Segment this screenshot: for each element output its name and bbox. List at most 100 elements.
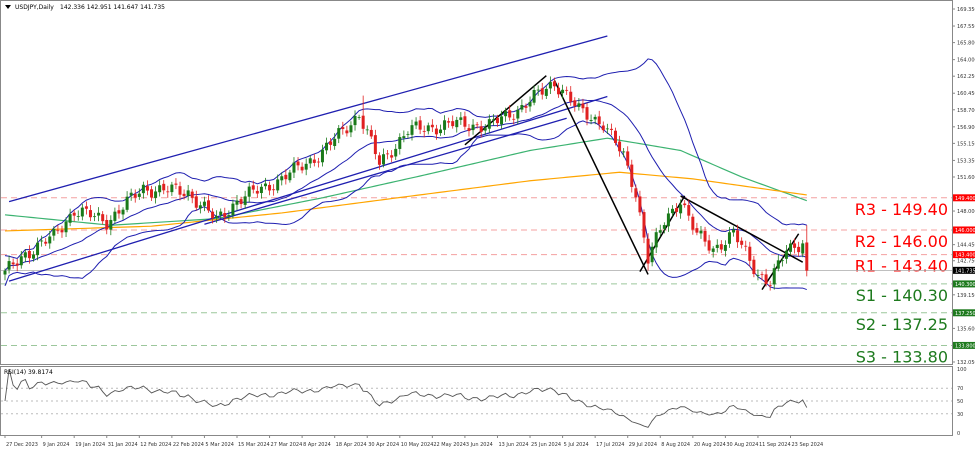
candle-body [699,230,703,234]
candle-body [109,219,113,230]
level-price-tag [953,341,975,349]
bollinger-upper [4,58,807,260]
candle-body [316,161,320,163]
candle-body [158,185,162,193]
y-tick-label: 142.750 [957,259,975,265]
candle-body [239,199,243,205]
candle-body [508,110,512,118]
candle-body [72,212,76,216]
y-tick-label: 135.600 [957,326,975,332]
candle-body [325,142,329,151]
x-tick-label: 25 Jun 2024 [531,442,561,448]
y-tick-label: 162.250 [957,74,975,80]
candle-body [410,125,414,135]
candle-body [650,246,654,263]
candle-body [609,128,613,130]
candle-body [727,232,731,244]
candle-body [377,155,381,165]
candle-body [288,172,292,181]
candle-body [438,129,442,134]
candle-body [703,231,707,242]
candle-body [357,117,361,118]
candle-body [231,203,235,216]
candle-body [760,274,764,276]
candle-body [626,151,630,166]
level-price-tag [953,280,975,288]
candle-body [736,230,740,243]
candle-body [536,89,540,91]
channel-line [8,95,608,282]
candle-body [455,119,459,128]
candle-body [707,240,711,251]
x-tick-label: 10 May 2024 [401,442,434,448]
candle-body [125,196,129,210]
candle-body [670,208,674,214]
candle-body [3,270,7,275]
candle-body [467,128,471,131]
candle-body [679,204,683,214]
channel-line [8,35,608,203]
candle-body [40,240,44,242]
candle-body [361,115,365,129]
bollinger-middle [4,99,807,272]
candle-body [207,200,210,211]
candle-body [174,183,178,185]
rsi-tick-label: 0 [957,431,960,437]
candle-body [618,141,622,152]
candle-body [80,207,84,217]
candle-body [634,188,638,198]
candle-body [451,121,455,127]
candle-body [373,135,377,155]
candle-body [202,201,206,206]
candle-body [292,162,296,173]
candle-body [312,159,316,163]
level-label: R1 - 143.40 [855,257,948,276]
y-tick-label: 144.450 [957,243,975,249]
candle-body [15,263,19,266]
rsi-tick-label: 100 [957,367,967,373]
candle-body [732,229,736,233]
level-price-tag-text: 149.400 [955,196,975,202]
candle-body [658,230,662,233]
candle-body [577,103,581,107]
x-tick-label: 11 Sep 2024 [759,442,791,448]
candle-body [190,191,194,198]
candle-body [263,183,267,187]
candle-body [593,116,597,120]
candle-body [414,121,418,126]
candle-body [443,120,447,130]
candle-body [557,87,561,95]
candle-body [223,213,227,218]
candle-body [561,89,565,94]
candle-body [601,125,605,131]
candle-body [162,183,166,191]
candle-body [447,121,451,123]
candle-body [345,130,349,134]
candle-body [141,184,145,194]
candle-body [186,190,190,196]
candle-body [740,240,744,245]
candle-body [365,129,369,131]
candle-body [227,215,231,217]
x-tick-label: 29 Jul 2024 [629,442,657,448]
rsi-tick-label: 30 [957,412,963,418]
candle-body [402,136,406,139]
candle-body [255,190,259,194]
candle-body [36,242,40,256]
candle-body [723,244,727,251]
collapse-triangle-icon[interactable] [5,5,11,9]
x-tick-label: 18 Apr 2024 [336,442,367,448]
x-tick-label: 8 Aug 2024 [661,442,690,448]
level-price-tag-text: 140.300 [955,282,975,288]
y-tick-label: 151.600 [957,175,975,181]
candle-body [524,106,528,108]
candle-body [259,186,263,194]
candle-body [243,196,247,205]
candle-body [137,193,141,197]
ma-orange-line [4,171,807,232]
candle-body [772,268,776,285]
x-tick-label: 22 May 2024 [433,442,466,448]
candle-body [793,243,797,248]
